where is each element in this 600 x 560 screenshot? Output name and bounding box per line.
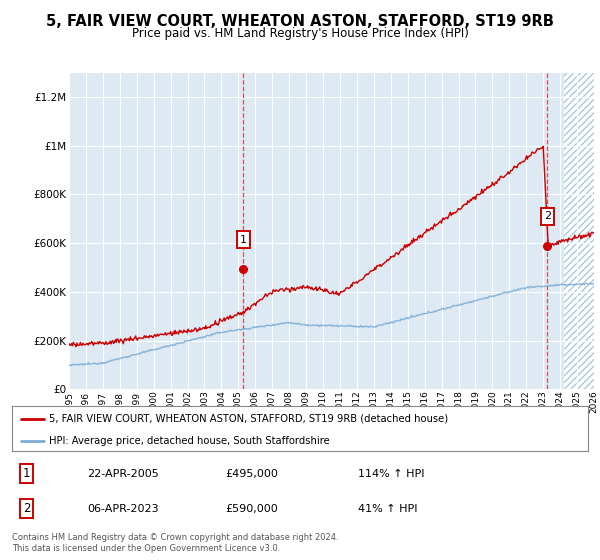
Text: HPI: Average price, detached house, South Staffordshire: HPI: Average price, detached house, Sout… [49,436,330,446]
Text: 22-APR-2005: 22-APR-2005 [87,469,158,479]
Text: 114% ↑ HPI: 114% ↑ HPI [358,469,424,479]
Text: 2: 2 [23,502,30,515]
Text: 5, FAIR VIEW COURT, WHEATON ASTON, STAFFORD, ST19 9RB: 5, FAIR VIEW COURT, WHEATON ASTON, STAFF… [46,14,554,29]
Text: £495,000: £495,000 [225,469,278,479]
Text: Contains HM Land Registry data © Crown copyright and database right 2024.
This d: Contains HM Land Registry data © Crown c… [12,533,338,553]
Text: 41% ↑ HPI: 41% ↑ HPI [358,503,417,514]
Bar [565,73,600,389]
Text: 06-APR-2023: 06-APR-2023 [87,503,158,514]
Text: Price paid vs. HM Land Registry's House Price Index (HPI): Price paid vs. HM Land Registry's House … [131,27,469,40]
Text: £590,000: £590,000 [225,503,278,514]
Text: 1: 1 [23,467,30,480]
Text: 2: 2 [544,211,551,221]
Bar [565,73,600,389]
Text: 5, FAIR VIEW COURT, WHEATON ASTON, STAFFORD, ST19 9RB (detached house): 5, FAIR VIEW COURT, WHEATON ASTON, STAFF… [49,413,449,423]
Text: 1: 1 [240,235,247,245]
